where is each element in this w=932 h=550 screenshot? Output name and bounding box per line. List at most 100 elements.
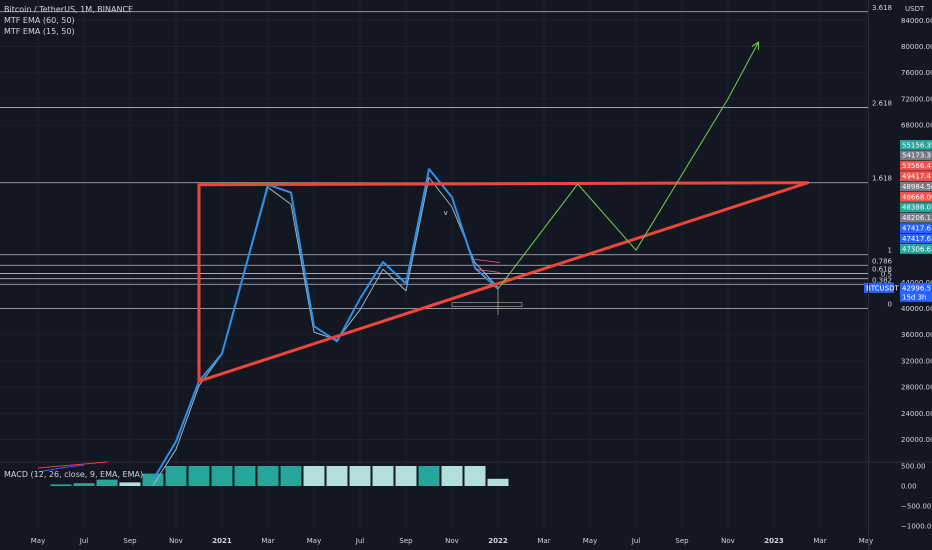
price-tag: 53566.41 [900,160,932,171]
macd-indicator-label[interactable]: MACD (12, 26, close, 9, EMA, EMA) [4,470,144,479]
price-tag: 54173.31 [900,150,932,161]
x-axis-tick-label: May [859,537,873,545]
symbol-title[interactable]: Bitcoin / TetherUS, 1M, BINANCE [4,5,134,14]
triangle-pattern-line [197,181,810,187]
price-tag: 48984.50 [900,181,932,192]
price-tag: 47417.61 [900,233,932,244]
macd-histogram-bar [487,478,509,486]
price-tag-background [900,150,932,161]
price-tag-background [900,171,932,181]
y-axis-tick-label: 44000.00 [901,279,932,287]
y-axis-tick-label: 20000.00 [901,436,932,444]
fib-level-label: 3.618 [872,4,892,12]
y-axis-tick-label: 76000.00 [901,69,932,77]
y-axis-tick-label: 36000.00 [901,331,932,339]
current-symbol-text: BTCUSDT [866,284,900,292]
price-tag-background [900,192,932,202]
x-axis-tick-label: Sep [123,537,137,545]
current-price-text: 42996.57 [902,284,932,292]
drawing-mark: v [444,209,448,217]
x-axis-tick-label: Mar [537,537,550,545]
fib-level-label: 0 [888,301,892,309]
price-tag: 48668.09 [900,192,932,202]
price-tag-text: 48206.13 [902,214,932,222]
macd-histogram-bar [464,466,486,486]
indicator-mtf-ema-60[interactable]: MTF EMA (60, 50) [4,16,75,25]
x-axis-tick-label: Jul [631,537,641,545]
macd-histogram-bar [234,466,256,486]
macd-histogram-bar [441,466,463,486]
macd-histogram-bar [96,479,118,486]
price-tag-text: 53566.41 [902,162,932,170]
x-axis-tick-label: Sep [675,537,689,545]
x-axis-tick-label: Mar [813,537,826,545]
y-axis-tick-label: 24000.00 [901,410,932,418]
price-tag-background [900,202,932,213]
fib-level-label: 1 [888,247,892,255]
price-tag-background [900,233,932,244]
macd-histogram-bar [211,466,233,486]
macd-histogram-bar [349,466,371,486]
x-axis-tick-label: Nov [169,537,183,545]
x-axis-tick-label: 2022 [488,537,508,545]
x-axis-tick-label: May [307,537,321,545]
drawing-box [451,302,523,307]
price-tag-text: 48668.09 [902,193,932,201]
x-axis-tick-label: Sep [399,537,413,545]
macd-signal-line [37,461,108,469]
price-tag: 48206.13 [900,212,932,223]
price-tag-background [900,140,932,150]
y-axis-tick-label: 40000.00 [901,305,932,313]
macd-histogram-bar [165,466,187,486]
macd-y-tick-label: −500.00 [901,503,931,511]
x-axis-tick-label: Nov [445,537,459,545]
price-tag-text: 49417.43 [902,173,932,181]
price-tag-text: 54173.31 [902,152,932,160]
macd-histogram-bar [303,466,325,486]
x-axis-tick-label: May [583,537,597,545]
price-tag-background [900,160,932,171]
y-axis-tick-label: 28000.00 [901,384,932,392]
price-tag: 47417.61 [900,223,932,233]
macd-histogram-bar [395,466,417,486]
price-tag-text: 47417.61 [902,235,932,243]
projection-path [497,43,758,290]
macd-histogram-bar [119,482,141,486]
macd-histogram-bar [50,484,72,486]
y-axis-tick-label: 32000.00 [901,357,932,365]
current-countdown-text: 15d 3h [902,293,926,301]
price-tag: 47306.63 [900,244,932,254]
x-axis-tick-label: 2021 [212,537,232,545]
price-tag-text: 55156.39 [902,141,932,149]
x-axis-tick-label: Jul [79,537,89,545]
fib-level-label: 0.5 [881,271,892,279]
macd-histogram-bar [280,466,302,486]
x-axis-tick-label: May [31,537,45,545]
current-symbol-tag [864,282,894,293]
x-axis-tick-label: Mar [261,537,274,545]
macd-y-tick-label: −1000.00 [901,523,932,531]
y-axis-tick-label: 68000.00 [901,122,932,130]
drawing-mark [474,268,501,273]
indicator-mtf-ema-15[interactable]: MTF EMA (15, 50) [4,27,75,36]
macd-y-tick-label: 0.00 [901,483,917,491]
x-axis-tick-label: Jul [355,537,365,545]
currency-unit-label[interactable]: USDT [905,5,925,13]
macd-histogram-bar [418,466,440,486]
y-axis-tick-label: 84000.00 [901,17,932,25]
y-axis-tick-label: 80000.00 [901,43,932,51]
price-tag-background [900,244,932,254]
price-tag: 49417.43 [900,171,932,181]
fib-level-label: 0.618 [872,265,892,273]
macd-y-tick-label: 500.00 [901,463,926,471]
y-axis-tick-label: 72000.00 [901,95,932,103]
price-tag-text: 47306.63 [902,245,932,253]
price-tag-background [900,223,932,233]
fib-level-label: 2.618 [872,99,892,107]
chart-legend: Bitcoin / TetherUS, 1M, BINANCE MTF EMA … [4,4,133,37]
fib-level-label: 1.618 [872,175,892,183]
